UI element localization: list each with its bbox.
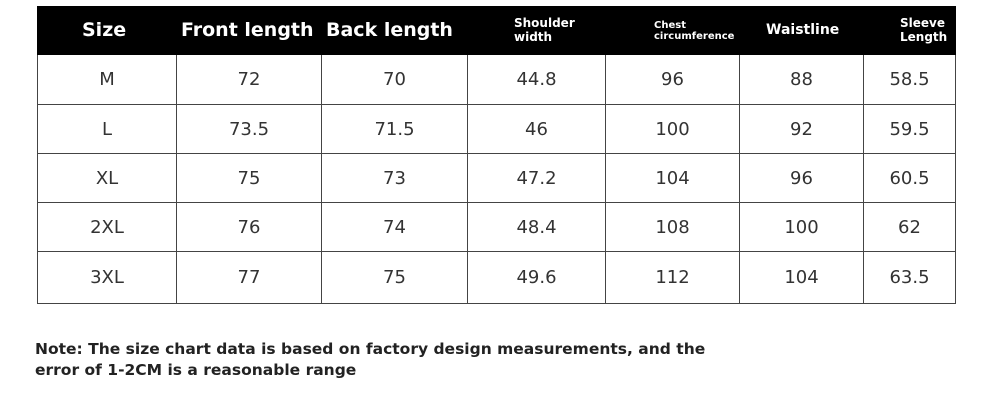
shoulder-width-cell: 48.4 — [467, 202, 606, 252]
note-line-1: Note: The size chart data is based on fa… — [35, 340, 706, 358]
header-front-length: Front length — [176, 6, 322, 55]
sleeve-length-cell: 62 — [863, 202, 956, 252]
shoulder-width-cell: 46 — [467, 104, 606, 154]
front-length-cell: 73.5 — [176, 104, 322, 154]
table-row: 2XL 76 74 48.4 108 100 62 — [37, 202, 956, 252]
sleeve-length-cell: 58.5 — [863, 54, 956, 105]
chest-circumference-cell: 104 — [605, 153, 740, 203]
shoulder-width-cell: 44.8 — [467, 54, 606, 105]
back-length-cell: 75 — [321, 251, 468, 304]
header-back-length: Back length — [321, 6, 468, 55]
back-length-cell: 74 — [321, 202, 468, 252]
size-cell: 2XL — [37, 202, 177, 252]
waistline-cell: 96 — [739, 153, 864, 203]
shoulder-width-cell: 49.6 — [467, 251, 606, 304]
chest-circumference-cell: 112 — [605, 251, 740, 304]
table-row: L 73.5 71.5 46 100 92 59.5 — [37, 104, 956, 154]
table-row: 3XL 77 75 49.6 112 104 63.5 — [37, 251, 956, 304]
chest-circumference-cell: 96 — [605, 54, 740, 105]
header-shoulder-width: Shoulder width — [467, 6, 606, 55]
front-length-cell: 77 — [176, 251, 322, 304]
header-size: Size — [37, 6, 177, 55]
front-length-cell: 76 — [176, 202, 322, 252]
back-length-cell: 71.5 — [321, 104, 468, 154]
shoulder-width-cell: 47.2 — [467, 153, 606, 203]
header-row: Size Front length Back length Shoulder wi… — [37, 6, 956, 55]
note-line-2: error of 1-2CM is a reasonable range — [35, 361, 357, 379]
chest-circumference-cell: 100 — [605, 104, 740, 154]
waistline-cell: 100 — [739, 202, 864, 252]
size-cell: 3XL — [37, 251, 177, 304]
size-cell: L — [37, 104, 177, 154]
table-row: XL 75 73 47.2 104 96 60.5 — [37, 153, 956, 203]
back-length-cell: 73 — [321, 153, 468, 203]
header-waistline: Waistline — [739, 6, 864, 55]
back-length-cell: 70 — [321, 54, 468, 105]
table-row: M 72 70 44.8 96 88 58.5 — [37, 54, 956, 105]
sleeve-length-cell: 60.5 — [863, 153, 956, 203]
size-cell: M — [37, 54, 177, 105]
sleeve-length-cell: 59.5 — [863, 104, 956, 154]
front-length-cell: 75 — [176, 153, 322, 203]
size-cell: XL — [37, 153, 177, 203]
waistline-cell: 92 — [739, 104, 864, 154]
size-chart-table: Size Front length Back length Shoulder wi… — [37, 6, 956, 304]
sleeve-length-cell: 63.5 — [863, 251, 956, 304]
header-sleeve-length: Sleeve Length — [863, 6, 956, 55]
waistline-cell: 88 — [739, 54, 864, 105]
front-length-cell: 72 — [176, 54, 322, 105]
header-chest-circumference: Chest circumference — [605, 6, 740, 55]
size-chart-note: Note: The size chart data is based on fa… — [35, 339, 735, 381]
waistline-cell: 104 — [739, 251, 864, 304]
chest-circumference-cell: 108 — [605, 202, 740, 252]
